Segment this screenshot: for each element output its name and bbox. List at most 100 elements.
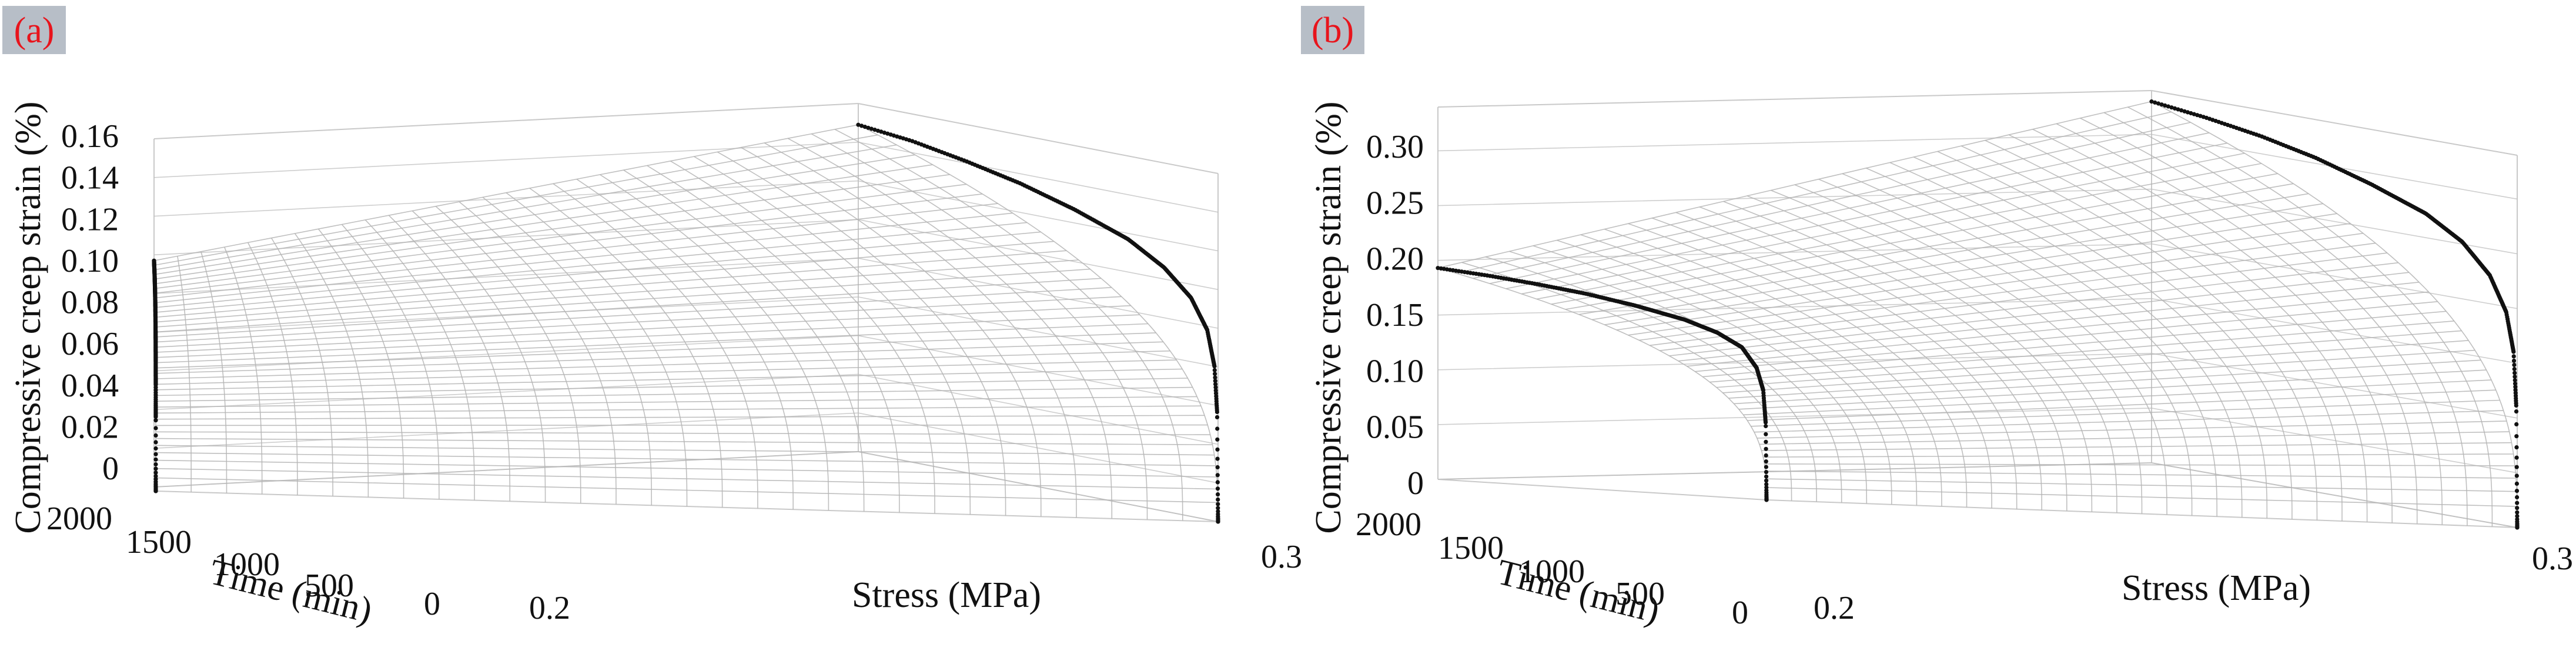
gridlines: [1437, 134, 2518, 528]
data-point: [2514, 489, 2520, 493]
stress-axis-ticks: 0.2 0.3: [1814, 540, 2573, 626]
data-point: [1213, 385, 1218, 390]
z-tick-label: 0.10: [61, 243, 119, 279]
data-point: [862, 125, 867, 129]
surface-line-time: [1536, 163, 2262, 300]
surface-line-time: [154, 134, 878, 266]
data-point: [1215, 473, 1220, 478]
gridline-z: [153, 180, 1219, 252]
surface-line-time: [155, 212, 1013, 303]
surface-line-time: [1521, 152, 2245, 295]
data-point: [1436, 266, 1440, 271]
surface-line-time: [155, 323, 1149, 363]
surface-line-time: [1565, 183, 2294, 310]
surface-line-time: [1473, 122, 2191, 279]
surface-line-time: [1437, 101, 2152, 269]
data-point: [1216, 502, 1220, 506]
surface-line-time: [155, 438, 1213, 445]
time-axis-ticks: 2000 1500 1000 500 0: [46, 500, 440, 622]
surface-line-time: [1506, 142, 2227, 289]
surface-line-time: [155, 359, 1177, 385]
surface-line-time: [1650, 252, 2387, 346]
data-point: [1764, 446, 1768, 451]
surface-line-time: [155, 468, 1218, 490]
data-point: [2195, 113, 2200, 118]
data-point: [153, 466, 158, 471]
data-point: [1764, 470, 1769, 475]
data-point: [1213, 372, 1217, 376]
stress-tick-label: 0.3: [2532, 540, 2573, 577]
data-point: [152, 258, 156, 263]
data-point: [2515, 506, 2520, 510]
data-point: [153, 473, 158, 479]
surface-line-stress: [341, 224, 440, 499]
surface-line-time: [1702, 311, 2447, 378]
surface-line-time: [1761, 442, 2512, 451]
axes-box-edge: [153, 103, 859, 139]
surface-line-time: [1660, 262, 2398, 351]
surface-line-time: [1687, 291, 2429, 367]
surface-line-time: [155, 405, 1202, 414]
data-point: [1213, 388, 1218, 393]
time-tick-label: 500: [1615, 576, 1665, 612]
surface-line-time: [155, 203, 998, 299]
data-point: [2513, 385, 2518, 389]
surface-line-stress: [787, 138, 1113, 519]
data-point: [872, 128, 877, 132]
time-tick-label: 2000: [46, 500, 112, 537]
stress-axis-title: Stress (MPa): [852, 575, 1041, 615]
axes-box-edge: [858, 103, 1219, 174]
strain-axis-title: Compressive creep strain (%): [1309, 101, 1349, 533]
data-point: [153, 471, 158, 475]
surface-line-time: [155, 452, 1216, 466]
surface-line-time: [155, 350, 1170, 379]
surface-line-time: [154, 164, 933, 280]
stress-tick-label: 0.3: [1261, 539, 1302, 575]
data-point: [153, 477, 158, 482]
data-point: [1764, 459, 1768, 464]
surface-line-time: [1743, 379, 2492, 416]
surface-line-time: [1728, 349, 2475, 399]
data-point: [2169, 105, 2174, 110]
gridline-z: [1437, 462, 2518, 528]
z-tick-label: 0.02: [61, 409, 119, 445]
series-low-stress: [152, 258, 158, 493]
data-point: [875, 128, 881, 133]
gridline-z: [1437, 188, 2518, 255]
z-tick-label: 0.25: [1366, 185, 1424, 221]
data-point: [859, 124, 864, 128]
surface-line-stress: [294, 233, 369, 498]
data-point: [153, 418, 158, 423]
surface-line-time: [155, 424, 1208, 426]
data-point: [1216, 509, 1220, 514]
data-point: [1764, 478, 1769, 483]
data-point: [2163, 103, 2167, 108]
data-point: [1215, 437, 1220, 442]
data-point: [856, 122, 861, 127]
surface-line-time: [1766, 487, 2517, 507]
stress-tick-label: 0.2: [529, 590, 570, 626]
surface-line-time: [1628, 232, 2364, 336]
stress-tick-label: 0.2: [1814, 590, 1855, 626]
surface-line-time: [155, 250, 1067, 323]
data-point: [1216, 497, 1220, 502]
data-point: [153, 462, 158, 467]
data-point: [1764, 432, 1768, 436]
data-point: [2192, 112, 2196, 116]
series-low-stress: [1436, 266, 1769, 502]
data-point: [2515, 517, 2520, 522]
gridline-z: [153, 412, 1219, 484]
surface-line-time: [155, 341, 1163, 374]
surface-line-time: [155, 386, 1193, 402]
surface-line-time: [1757, 421, 2507, 439]
surface-line-time: [155, 278, 1102, 338]
surface-line-time: [1578, 193, 2309, 315]
z-tick-label: 0.16: [61, 118, 119, 155]
data-point: [1764, 465, 1768, 469]
data-point: [1213, 382, 1218, 386]
surface-line-time: [1716, 330, 2462, 388]
surface-line-time: [155, 431, 1210, 436]
gridline-z: [1437, 134, 2518, 200]
data-point: [2512, 362, 2517, 368]
data-point: [1764, 482, 1769, 487]
